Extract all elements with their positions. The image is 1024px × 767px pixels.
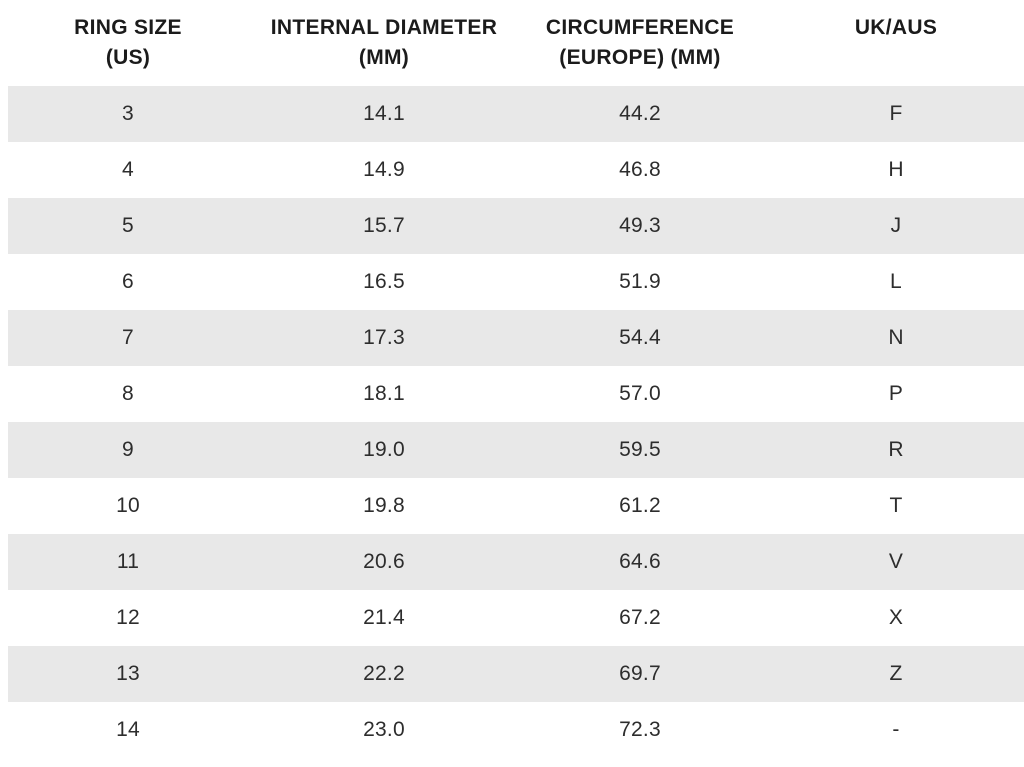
table-row: 7 17.3 54.4 N — [0, 310, 1024, 366]
table-cell: P — [888, 382, 904, 405]
header-row: RING SIZE (US) INTERNAL DIAMETER (MM) CIRCUM… — [0, 0, 1024, 86]
column-header-line1: RING SIZE — [74, 16, 182, 39]
table-cell: 51.9 — [619, 270, 661, 293]
table-cell: 8 — [122, 382, 134, 405]
table-cell: Z — [889, 662, 903, 685]
table-cell: 21.4 — [363, 606, 405, 629]
column-header-line2: (EUROPE) (MM) — [559, 46, 721, 69]
column-header-line1: CIRCUMFERENCE — [545, 16, 735, 39]
table-cell: 61.2 — [619, 494, 661, 517]
table-row: 3 14.1 44.2 F — [0, 86, 1024, 142]
table-cell: 46.8 — [619, 158, 661, 181]
table-cell: 11 — [116, 550, 140, 573]
table-cell: 14 — [116, 718, 140, 741]
column-header-line2: (US) — [105, 46, 151, 69]
table-row: 12 21.4 67.2 X — [0, 590, 1024, 646]
table-cell: L — [890, 270, 902, 293]
table-cell: 15.7 — [363, 214, 405, 237]
table-cell: 14.9 — [363, 158, 405, 181]
table-row: 11 20.6 64.6 V — [0, 534, 1024, 590]
table-row: 8 18.1 57.0 P — [0, 366, 1024, 422]
table-cell: 19.0 — [363, 438, 405, 461]
table-cell: X — [888, 606, 904, 629]
column-header-line1: UK/AUS — [854, 16, 938, 39]
table-row: 6 16.5 51.9 L — [0, 254, 1024, 310]
table-cell: 13 — [116, 662, 140, 685]
table-cell: 4 — [122, 158, 134, 181]
table-cell: V — [888, 550, 904, 573]
table-cell: 20.6 — [363, 550, 405, 573]
table-row: 10 19.8 61.2 T — [0, 478, 1024, 534]
table-row: 4 14.9 46.8 H — [0, 142, 1024, 198]
table-cell: 54.4 — [619, 326, 661, 349]
table-cell: 16.5 — [363, 270, 405, 293]
table-cell: R — [888, 438, 904, 461]
table-cell: 69.7 — [619, 662, 661, 685]
table-cell: 44.2 — [619, 102, 661, 125]
table-row: 14 23.0 72.3 - — [0, 702, 1024, 758]
table-row: 5 15.7 49.3 J — [0, 198, 1024, 254]
table-cell: - — [892, 718, 900, 741]
table-cell: H — [888, 158, 904, 181]
column-header-line1: INTERNAL DIAMETER — [270, 16, 498, 39]
table-cell: J — [890, 214, 902, 237]
table-cell: 23.0 — [363, 718, 405, 741]
table-cell: 3 — [122, 102, 134, 125]
table-cell: 59.5 — [619, 438, 661, 461]
table-cell: 6 — [122, 270, 134, 293]
table-cell: 72.3 — [619, 718, 661, 741]
column-header: INTERNAL DIAMETER (MM) — [256, 13, 512, 73]
table-body: 3 14.1 44.2 F 4 14.9 46.8 H 5 15.7 49.3 J 6 16.5 51.9 L… — [0, 86, 1024, 758]
table-row: 9 19.0 59.5 R — [0, 422, 1024, 478]
table-cell: T — [889, 494, 903, 517]
table-cell: 22.2 — [363, 662, 405, 685]
table-cell: 57.0 — [619, 382, 661, 405]
table-cell: 49.3 — [619, 214, 661, 237]
table-row: 13 22.2 69.7 Z — [0, 646, 1024, 702]
column-header: RING SIZE (US) — [0, 13, 256, 73]
column-header-line2: (MM) — [358, 46, 410, 69]
column-header: UK/AUS — [768, 13, 1024, 43]
table-cell: N — [888, 326, 904, 349]
table-cell: 14.1 — [363, 102, 405, 125]
table-cell: F — [889, 102, 903, 125]
table-cell: 10 — [116, 494, 140, 517]
table-cell: 64.6 — [619, 550, 661, 573]
table-cell: 17.3 — [363, 326, 405, 349]
table-cell: 18.1 — [363, 382, 405, 405]
table-cell: 5 — [122, 214, 134, 237]
table-cell: 7 — [122, 326, 134, 349]
table-cell: 9 — [122, 438, 134, 461]
table-cell: 12 — [116, 606, 140, 629]
column-header: CIRCUMFERENCE (EUROPE) (MM) — [512, 13, 768, 73]
table-cell: 67.2 — [619, 606, 661, 629]
table-cell: 19.8 — [363, 494, 405, 517]
